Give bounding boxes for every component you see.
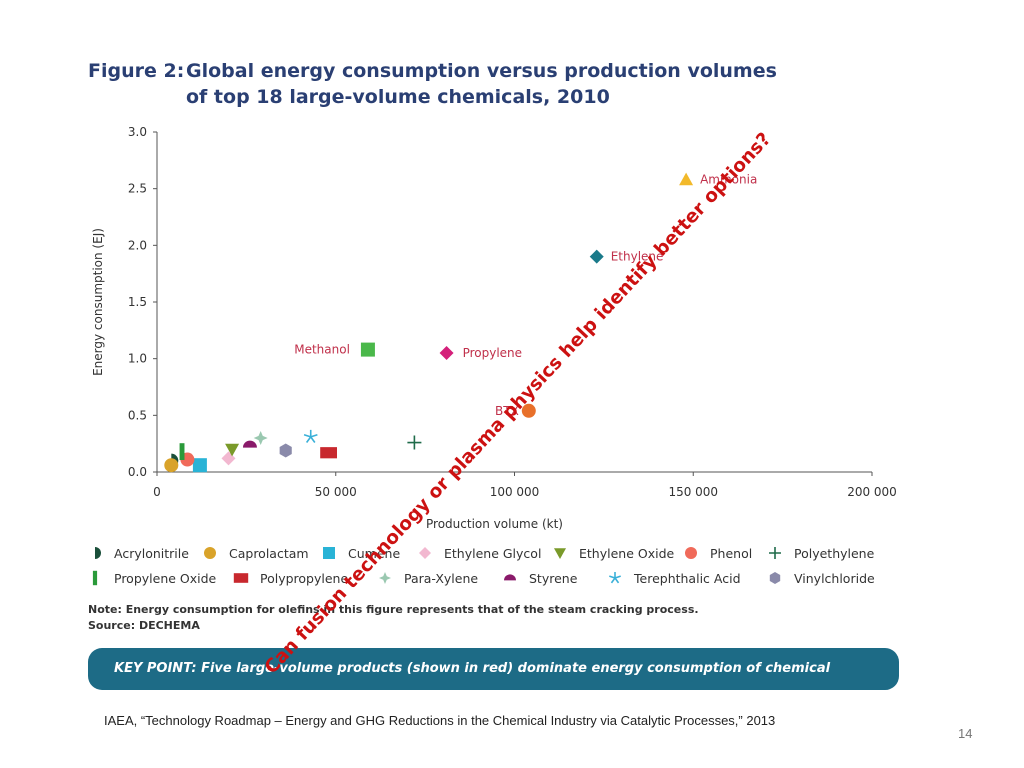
note-line: Note: Energy consumption for olefins in … [88, 603, 699, 616]
point-styrene [242, 440, 257, 448]
point-vinylchloride [279, 443, 292, 458]
legend-marker-styrene [504, 574, 516, 581]
key-point-banner: KEY POINT: Five large-volume products (s… [88, 648, 899, 718]
x-tick-label: 150 000 [668, 485, 718, 499]
x-tick-label: 50 000 [315, 485, 357, 499]
y-tick-label: 1.5 [128, 295, 147, 309]
legend-marker-vinylchloride [769, 572, 781, 584]
figure-label: Figure 2: [88, 60, 185, 82]
point-cumene [192, 458, 207, 473]
point-polyethylene [407, 435, 422, 450]
x-tick-label: 100 000 [490, 485, 540, 499]
annotation-methanol: Methanol [294, 343, 350, 357]
y-axis-label: Energy consumption (EJ) [91, 228, 105, 376]
point-polypropylene [320, 447, 337, 459]
point-ethylene [589, 249, 604, 264]
page-number: 14 [958, 726, 973, 741]
legend-marker-terephthalic-acid [609, 572, 621, 584]
legend-label-styrene: Styrene [529, 571, 578, 586]
point-propylene [439, 346, 454, 360]
legend-label-para-xylene: Para-Xylene [404, 571, 478, 586]
legend-label-ethylene-glycol: Ethylene Glycol [444, 546, 541, 561]
legend-label-cumene: Cumene [348, 546, 400, 561]
y-tick-label: 1.0 [128, 352, 147, 366]
figure-note: Note: Energy consumption for olefins in … [88, 602, 699, 634]
point-caprolactam [164, 458, 179, 473]
legend-label-polyethylene: Polyethylene [794, 546, 875, 561]
legend-marker-para-xylene [379, 572, 391, 584]
legend-marker-ethylene-oxide [554, 548, 566, 559]
y-tick-label: 0.0 [128, 465, 147, 479]
x-axis-label: Production volume (kt) [426, 517, 563, 531]
legend-label-acrylonitrile: Acrylonitrile [114, 546, 189, 561]
y-tick-label: 2.5 [128, 182, 147, 196]
legend-marker-polyethylene [769, 547, 781, 559]
annotation-btx: BTX [495, 404, 519, 418]
legend-label-ethylene-oxide: Ethylene Oxide [579, 546, 675, 561]
legend-label-terephthalic-acid: Terephthalic Acid [633, 571, 741, 586]
legend-marker-polypropylene [233, 573, 249, 583]
figure-title-line1: Global energy consumption versus product… [186, 60, 777, 82]
annotation-ammonia: Ammonia [700, 173, 757, 187]
legend-marker-cumene [323, 547, 335, 559]
legend-label-vinylchloride: Vinylchloride [794, 571, 875, 586]
legend-marker-caprolactam [204, 547, 216, 559]
citation: IAEA, “Technology Roadmap – Energy and G… [104, 713, 776, 728]
legend-label-phenol: Phenol [710, 546, 752, 561]
point-ethylene-oxide [225, 443, 240, 457]
y-tick-label: 3.0 [128, 125, 147, 139]
x-tick-label: 200 000 [847, 485, 897, 499]
y-tick-label: 2.0 [128, 238, 147, 252]
source-line: Source: DECHEMA [88, 619, 200, 632]
legend-label-caprolactam: Caprolactam [229, 546, 309, 561]
legend-label-propylene-oxide: Propylene Oxide [114, 571, 217, 586]
legend-marker-ethylene-glycol [419, 547, 431, 559]
x-tick-label: 0 [153, 485, 161, 499]
point-ammonia [679, 172, 694, 186]
y-tick-label: 0.5 [128, 408, 147, 422]
point-propylene-oxide [179, 443, 185, 460]
annotation-ethylene: Ethylene [611, 250, 664, 264]
annotation-propylene: Propylene [463, 346, 522, 360]
legend-marker-phenol [685, 547, 697, 559]
legend-label-polypropylene: Polypropylene [260, 571, 348, 586]
figure-title-line2: of top 18 large-volume chemicals, 2010 [186, 86, 610, 108]
legend-marker-propylene-oxide [92, 570, 98, 586]
point-terephthalic-acid [303, 429, 318, 444]
legend-marker-acrylonitrile [95, 547, 101, 559]
point-btx [521, 403, 536, 418]
point-methanol [360, 342, 375, 357]
point-para-xylene [253, 431, 268, 445]
figure-title: Figure 2:Global energy consumption versu… [88, 58, 777, 110]
